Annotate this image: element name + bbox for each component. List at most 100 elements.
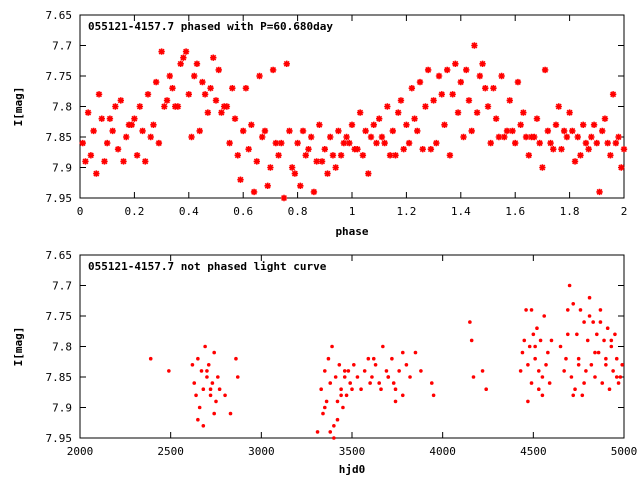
phased-data-points xyxy=(79,42,628,202)
unphased-data-point xyxy=(596,350,601,355)
unphased-y-tick-label: 7.8 xyxy=(52,341,72,354)
phased-data-point xyxy=(133,152,141,159)
unphased-data-point xyxy=(342,369,347,373)
unphased-data-point xyxy=(201,387,206,392)
unphased-plot-frame xyxy=(79,254,625,439)
phased-data-point xyxy=(490,85,497,92)
phased-data-point xyxy=(536,139,543,147)
phased-data-point xyxy=(484,103,492,110)
phased-data-point xyxy=(191,72,198,80)
phased-data-point xyxy=(253,158,260,165)
unphased-data-point xyxy=(471,375,476,379)
unphased-data-point xyxy=(326,356,331,361)
phased-y-tick-label: 7.65 xyxy=(46,9,73,22)
unphased-data-point xyxy=(614,356,619,361)
unphased-data-point xyxy=(167,369,171,373)
phased-data-point xyxy=(327,133,334,141)
phased-data-point xyxy=(288,164,296,171)
phased-data-point xyxy=(550,146,557,153)
phased-data-point xyxy=(185,91,192,98)
unphased-y-tick-label: 7.7 xyxy=(52,280,72,293)
phased-data-point xyxy=(161,103,168,110)
phased-data-point xyxy=(471,42,478,49)
phased-data-point xyxy=(607,152,614,159)
phased-data-point xyxy=(150,121,157,128)
unphased-data-point xyxy=(408,375,412,379)
phased-data-point xyxy=(528,133,535,141)
phased-x-tick-label: 0.8 xyxy=(288,205,308,218)
phased-data-point xyxy=(144,91,152,98)
phased-data-point xyxy=(506,97,513,104)
unphased-data-point xyxy=(390,356,394,361)
phased-data-point xyxy=(286,127,293,135)
phased-data-point xyxy=(365,170,372,177)
unphased-data-point xyxy=(469,338,474,343)
phased-x-tick-label: 1.2 xyxy=(396,205,416,218)
phased-data-point xyxy=(264,182,271,189)
phased-data-point xyxy=(441,121,448,128)
phased-data-point xyxy=(577,152,584,159)
phased-data-point xyxy=(131,115,138,122)
phased-data-point xyxy=(269,66,277,74)
unphased-data-point xyxy=(373,363,378,367)
phased-data-point xyxy=(335,127,342,135)
phased-data-point xyxy=(218,109,225,116)
phased-data-point xyxy=(370,121,377,128)
phased-data-point xyxy=(136,103,144,110)
unphased-data-point xyxy=(540,375,545,379)
phased-y-tick-label: 7.85 xyxy=(46,131,73,144)
phased-data-point xyxy=(378,133,386,141)
phased-data-point xyxy=(359,152,367,159)
phased-data-point xyxy=(381,139,388,147)
unphased-data-point xyxy=(397,369,401,373)
unphased-data-point xyxy=(429,381,434,385)
unphased-data-point xyxy=(400,350,405,355)
unphased-data-point xyxy=(604,356,608,361)
phased-data-point xyxy=(199,78,206,86)
phased-data-point xyxy=(563,133,571,141)
phased-data-point xyxy=(114,146,122,153)
unphased-data-point xyxy=(214,399,218,404)
unphased-data-point xyxy=(587,314,592,318)
phased-data-point xyxy=(98,115,105,122)
phased-data-point xyxy=(520,109,527,116)
phased-data-point xyxy=(397,97,405,104)
unphased-x-tick-label: 4000 xyxy=(429,445,456,458)
phased-data-point xyxy=(226,139,233,147)
phased-data-point xyxy=(430,97,437,104)
unphased-data-point xyxy=(526,363,530,367)
unphased-x-tick-label: 2500 xyxy=(157,445,184,458)
unphased-data-point xyxy=(368,381,372,385)
phased-data-point xyxy=(272,139,280,147)
phased-data-point xyxy=(346,139,353,147)
unphased-data-point xyxy=(605,326,610,331)
phased-data-point xyxy=(142,158,149,165)
unphased-data-point xyxy=(540,393,545,398)
phased-data-point xyxy=(376,115,383,122)
phased-data-point xyxy=(582,139,590,147)
unphased-data-point xyxy=(562,369,566,373)
phased-data-point xyxy=(182,48,190,55)
phased-data-point xyxy=(384,103,391,110)
unphased-data-point xyxy=(529,308,534,312)
phased-data-point xyxy=(555,103,562,110)
unphased-data-point xyxy=(544,363,548,367)
unphased-chart-title: 055121-4157.7 not phased light curve xyxy=(88,260,327,273)
phased-data-point xyxy=(433,139,440,147)
phased-data-point xyxy=(318,158,326,165)
unphased-x-tick-label: 4500 xyxy=(520,445,547,458)
phased-data-point xyxy=(256,72,263,80)
unphased-data-point xyxy=(598,320,603,324)
phased-data-point xyxy=(351,146,358,153)
unphased-data-point xyxy=(321,411,325,416)
phased-x-tick-label: 0 xyxy=(77,205,84,218)
unphased-x-tick-label: 5000 xyxy=(611,445,638,458)
phased-data-point xyxy=(261,127,269,135)
phased-data-point xyxy=(152,78,160,86)
phased-data-point xyxy=(514,78,522,86)
phased-data-point xyxy=(476,72,484,80)
unphased-data-point xyxy=(377,381,382,385)
unphased-y-tick-label: 7.85 xyxy=(46,371,73,384)
unphased-data-point xyxy=(210,381,215,385)
phased-data-point xyxy=(588,133,595,141)
